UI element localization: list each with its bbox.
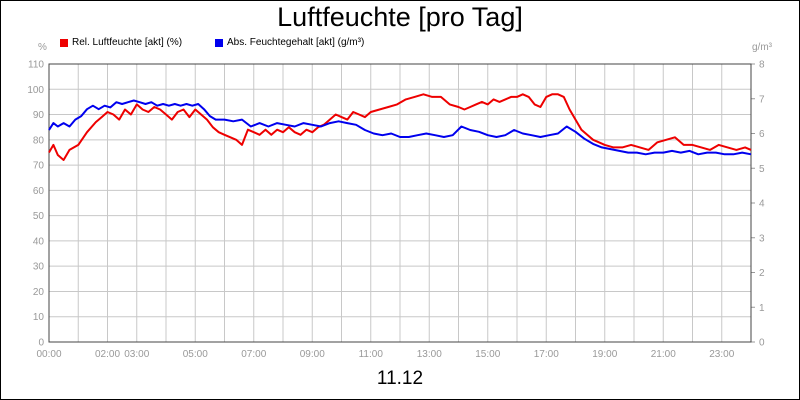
y-left-tick-label: 10	[33, 312, 45, 323]
y-right-tick-label: 5	[759, 164, 765, 175]
y-right-tick-label: 1	[759, 303, 765, 314]
x-tick-label: 00:00	[36, 349, 61, 360]
y-right-tick-label: 7	[759, 94, 765, 105]
chart-title: Luftfeuchte [pro Tag]	[277, 2, 523, 32]
legend-swatch-blue	[215, 38, 223, 47]
x-tick-label: 17:00	[534, 349, 559, 360]
y-left-tick-label: 90	[33, 110, 45, 121]
y-left-tick-label: 80	[33, 135, 45, 146]
date-label: 11.12	[376, 368, 424, 389]
y-right-tick-label: 8	[759, 60, 765, 71]
legend-entry-abs-humidity: Abs. Feuchtegehalt [akt] (g/m³)	[215, 37, 364, 48]
legend-swatch-red	[60, 38, 68, 47]
y-left-tick-label: 70	[33, 161, 45, 172]
y-left-tick-label: 110	[28, 60, 44, 71]
series-line-abs-humidity	[48, 99, 752, 156]
x-tick-label: 19:00	[592, 349, 617, 360]
y-left-tick-label: 60	[33, 186, 45, 197]
y-left-tick-label: 100	[27, 85, 44, 96]
y-left-tick-label: 20	[33, 287, 45, 298]
legend-label-rel-humidity: Rel. Luftfeuchte [akt] (%)	[72, 37, 183, 48]
y-right-tick-label: 0	[759, 338, 765, 349]
y-right-tick-label: 4	[759, 199, 765, 210]
x-tick-label: 13:00	[417, 349, 442, 360]
legend-label-abs-humidity: Abs. Feuchtegehalt [akt] (g/m³)	[227, 37, 365, 48]
y-right-tick-label: 2	[759, 268, 765, 279]
x-tick-label: 02:00	[95, 349, 120, 360]
plot-area	[48, 63, 752, 343]
y-left-tick-label: 0	[38, 338, 44, 349]
legend-entry-rel-humidity: Rel. Luftfeuchte [akt] (%)	[60, 37, 182, 48]
y-left-tick-label: 40	[33, 236, 45, 247]
x-tick-label: 07:00	[241, 349, 266, 360]
x-tick-label: 09:00	[300, 349, 325, 360]
series-line-rel-humidity	[48, 93, 752, 161]
x-tick-label: 21:00	[651, 349, 676, 360]
x-tick-label: 15:00	[475, 349, 500, 360]
x-tick-label: 23:00	[709, 349, 734, 360]
y-left-unit: %	[38, 42, 47, 53]
x-tick-label: 05:00	[183, 349, 208, 360]
y-right-tick-label: 6	[759, 129, 765, 140]
y-right-tick-label: 3	[759, 233, 765, 244]
y-right-unit: g/m³	[752, 42, 772, 53]
x-tick-label: 03:00	[124, 349, 149, 360]
x-tick-label: 11:00	[359, 349, 384, 360]
y-left-tick-label: 50	[33, 211, 45, 222]
y-left-tick-label: 30	[33, 262, 45, 273]
